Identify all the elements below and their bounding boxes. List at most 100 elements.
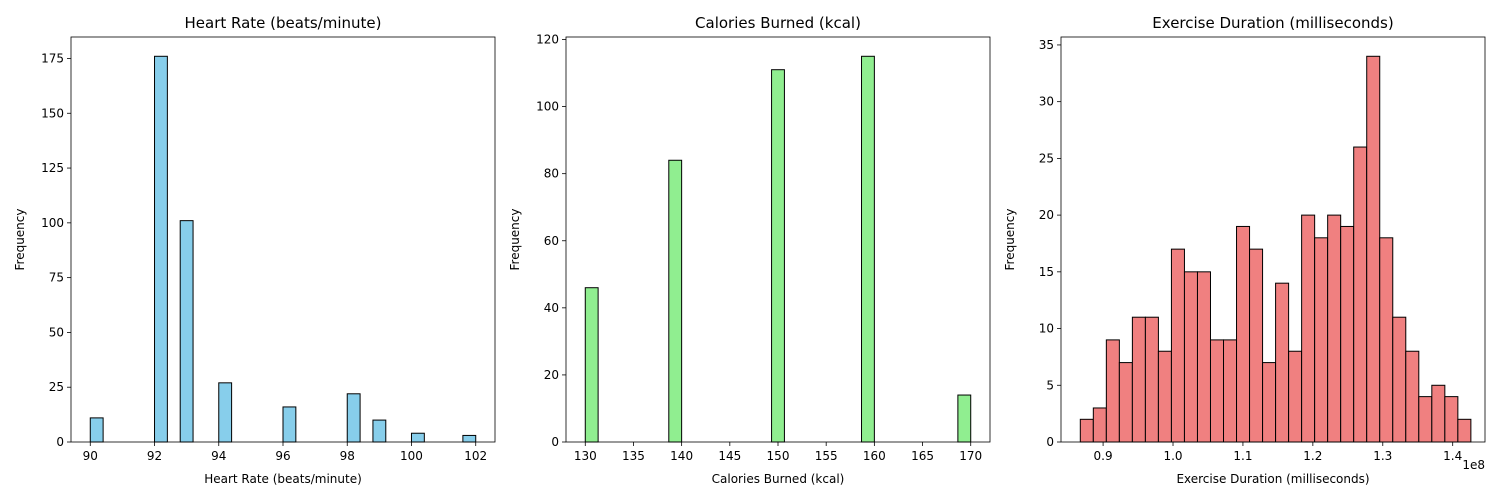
y-tick-label: 100 bbox=[536, 100, 559, 114]
y-tick-label: 35 bbox=[1039, 38, 1054, 52]
x-axis-label: Exercise Duration (milliseconds) bbox=[1176, 472, 1369, 486]
histogram-bar bbox=[1405, 350, 1420, 443]
histogram-bar bbox=[1301, 214, 1316, 443]
histogram-bar bbox=[218, 382, 233, 443]
x-tick-label: 100 bbox=[400, 449, 423, 463]
histogram-bar bbox=[89, 417, 104, 443]
x-tick-label: 1.3 bbox=[1373, 449, 1392, 463]
histogram-bar bbox=[1079, 418, 1094, 443]
histogram-bar bbox=[1236, 225, 1251, 443]
y-tick-label: 25 bbox=[1039, 151, 1054, 165]
x-tick-label: 130 bbox=[574, 449, 597, 463]
histogram-bar bbox=[282, 406, 297, 443]
y-axis-label: Frequency bbox=[1003, 209, 1017, 271]
y-tick-label: 100 bbox=[41, 216, 64, 230]
histogram-bar bbox=[1392, 316, 1407, 443]
histogram-bar bbox=[179, 220, 194, 443]
y-axis-label: Frequency bbox=[508, 209, 522, 271]
histogram-bar bbox=[584, 287, 599, 443]
chart-title: Calories Burned (kcal) bbox=[695, 14, 861, 32]
histogram-bar bbox=[1209, 339, 1225, 443]
x-tick-label: 96 bbox=[275, 449, 290, 463]
x-tick-label: 170 bbox=[959, 449, 982, 463]
y-tick-label: 30 bbox=[1039, 95, 1054, 109]
histogram-bar bbox=[668, 159, 683, 443]
x-tick-label: 135 bbox=[622, 449, 645, 463]
chart-3: 0.9 1.0 1.1 1.2 1.3 1.4 0 5 10 15 20 25 30 35 Exercise… bbox=[1003, 14, 1486, 486]
x-tick-label: 92 bbox=[147, 449, 162, 463]
histogram-bar bbox=[1275, 282, 1290, 443]
y-tick-label: 0 bbox=[56, 435, 64, 449]
x-tick-label: 1.2 bbox=[1303, 449, 1322, 463]
histogram-bar bbox=[1366, 55, 1381, 443]
histogram-bar bbox=[410, 432, 425, 443]
y-tick-label: 10 bbox=[1039, 322, 1054, 336]
histogram-bar bbox=[1418, 396, 1433, 443]
histogram-bar bbox=[1092, 407, 1107, 443]
histogram-bar bbox=[771, 69, 785, 443]
x-tick-label: 1.0 bbox=[1163, 449, 1182, 463]
chart-2: 130 135 140 145 150 155 160 165 170 0 20 40 60 80 100 1… bbox=[508, 14, 991, 486]
y-axis-label: Frequency bbox=[13, 209, 27, 271]
axes-frame bbox=[1060, 36, 1486, 443]
histogram-bar bbox=[1314, 237, 1329, 443]
x-tick-label: 1.1 bbox=[1233, 449, 1252, 463]
histogram-bar bbox=[1379, 237, 1394, 443]
x-tick-label: 94 bbox=[211, 449, 226, 463]
y-tick-label: 50 bbox=[49, 325, 64, 339]
histogram-bar bbox=[462, 434, 477, 443]
histogram-bar bbox=[1431, 384, 1446, 443]
x-tick-label: 150 bbox=[767, 449, 790, 463]
x-tick-label: 160 bbox=[863, 449, 886, 463]
histogram-bar bbox=[346, 393, 361, 443]
histogram-bar bbox=[1196, 271, 1211, 443]
chart-title: Heart Rate (beats/minute) bbox=[185, 14, 382, 32]
histogram-bar bbox=[957, 394, 972, 443]
histogram-bar bbox=[1105, 339, 1120, 443]
histogram-bar bbox=[1262, 362, 1277, 443]
x-tick-label: 165 bbox=[911, 449, 934, 463]
y-tick-label: 125 bbox=[41, 161, 64, 175]
y-tick-label: 75 bbox=[49, 271, 64, 285]
y-tick-label: 25 bbox=[49, 380, 64, 394]
histogram-bar bbox=[1249, 248, 1264, 443]
histogram-bar bbox=[1444, 396, 1459, 443]
x-tick-label: 0.9 bbox=[1094, 449, 1113, 463]
x-tick-label: 155 bbox=[815, 449, 838, 463]
histogram-bar bbox=[1144, 316, 1159, 443]
histogram-bar bbox=[1340, 225, 1355, 443]
x-tick-label: 98 bbox=[340, 449, 355, 463]
y-tick-label: 5 bbox=[1046, 378, 1054, 392]
x-tick-label: 145 bbox=[718, 449, 741, 463]
y-tick-label: 40 bbox=[544, 301, 559, 315]
y-tick-label: 150 bbox=[41, 106, 64, 120]
histogram-bar bbox=[372, 419, 387, 443]
y-tick-label: 0 bbox=[551, 435, 559, 449]
y-tick-label: 15 bbox=[1039, 265, 1054, 279]
y-tick-label: 175 bbox=[41, 51, 64, 65]
y-tick-label: 120 bbox=[536, 33, 559, 47]
y-tick-label: 60 bbox=[544, 234, 559, 248]
x-axis-label: Calories Burned (kcal) bbox=[712, 472, 845, 486]
histogram-bar bbox=[1118, 362, 1133, 443]
histogram-bar bbox=[1170, 248, 1185, 443]
histogram-bar bbox=[1157, 350, 1172, 443]
chart-1: 90 92 94 96 98 100 102 0 25 50 75 100 125 150 175 Heart… bbox=[13, 14, 496, 486]
x-tick-label: 90 bbox=[83, 449, 98, 463]
axes-frame bbox=[70, 36, 496, 443]
histogram-bar bbox=[1288, 350, 1303, 443]
chart-title: Exercise Duration (milliseconds) bbox=[1152, 14, 1393, 32]
histogram-bar bbox=[154, 55, 168, 443]
histogram-bar bbox=[861, 55, 875, 443]
x-axis-label: Heart Rate (beats/minute) bbox=[204, 472, 362, 486]
histogram-bar bbox=[1327, 214, 1342, 443]
x-tick-label: 1.4 bbox=[1443, 449, 1462, 463]
x-axis-offset-label: 1e8 bbox=[1462, 458, 1485, 472]
x-tick-label: 140 bbox=[670, 449, 693, 463]
histogram-bar bbox=[1457, 418, 1472, 443]
x-tick-label: 102 bbox=[464, 449, 487, 463]
y-tick-label: 20 bbox=[1039, 208, 1054, 222]
histogram-bar bbox=[1223, 339, 1238, 443]
